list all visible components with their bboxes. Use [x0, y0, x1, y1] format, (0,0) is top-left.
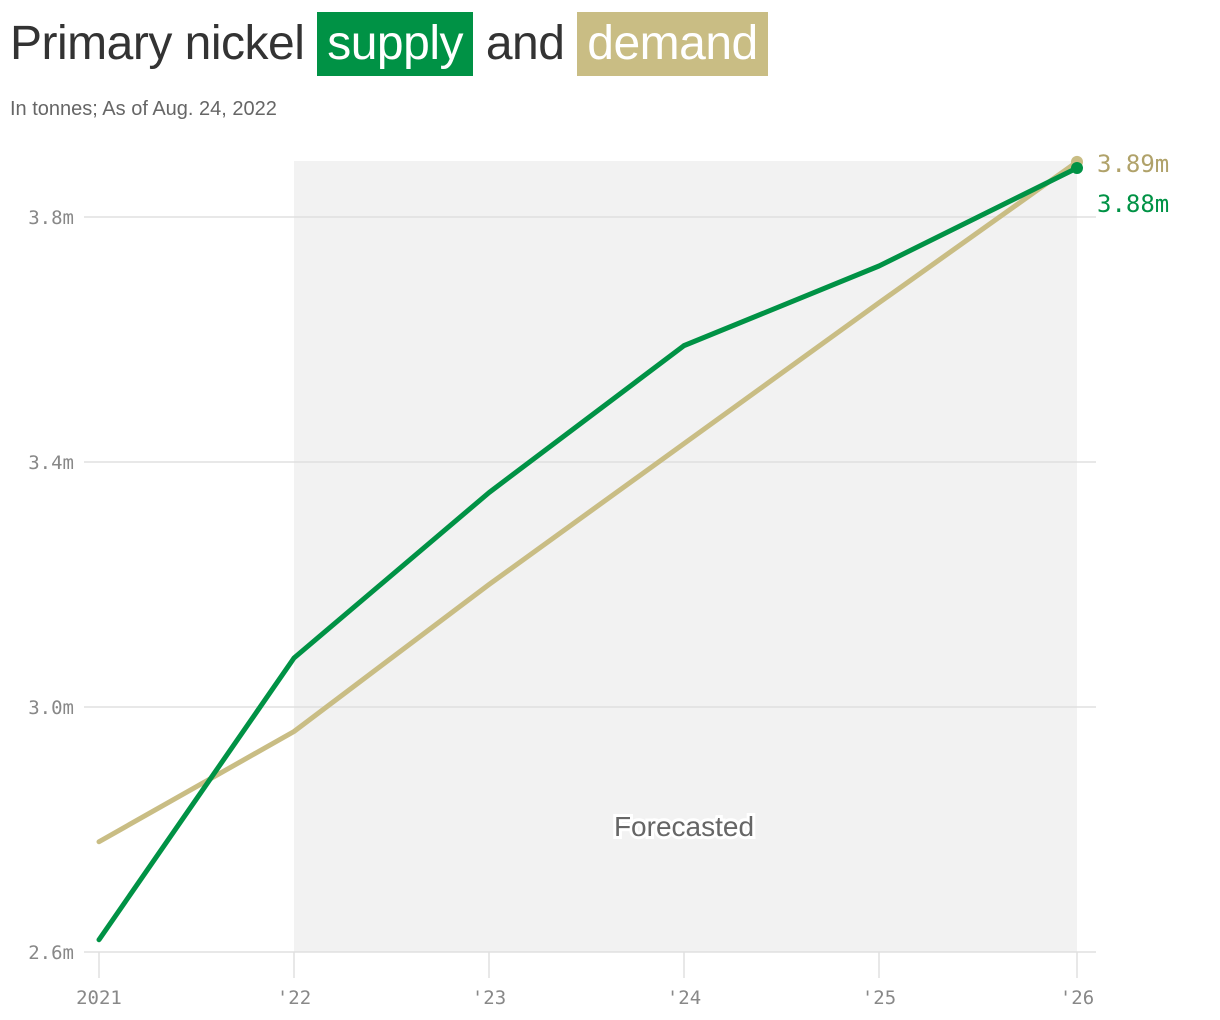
y-tick-label: 3.0m	[28, 697, 74, 719]
y-tick-label: 3.8m	[28, 207, 74, 229]
title-prefix: Primary nickel	[10, 17, 305, 70]
supply-line	[96, 165, 1080, 943]
forecast-annotation: Forecasted	[614, 811, 754, 842]
x-tick-label: '23	[472, 987, 506, 1009]
chart-subtitle: In tonnes; As of Aug. 24, 2022	[10, 98, 277, 120]
demand-end-label: 3.89m	[1097, 150, 1169, 178]
demand-line	[96, 159, 1080, 845]
supply-end-dot	[1071, 162, 1083, 174]
x-tick-label: '24	[667, 987, 701, 1009]
x-tick-label: '22	[277, 987, 311, 1009]
x-tick-label: '25	[862, 987, 896, 1009]
title-supply-highlight: supply	[317, 12, 473, 76]
title-demand-highlight: demand	[577, 12, 768, 76]
chart-title: Primary nickel supply and demand	[10, 12, 768, 76]
y-tick-label: 3.4m	[28, 452, 74, 474]
y-tick-label: 2.6m	[28, 942, 74, 964]
x-tick-label: '26	[1060, 987, 1094, 1009]
supply-end-label: 3.88m	[1097, 190, 1169, 218]
forecast-region	[294, 161, 1077, 952]
x-tick-label: 2021	[76, 987, 122, 1009]
title-and: and	[485, 17, 565, 70]
